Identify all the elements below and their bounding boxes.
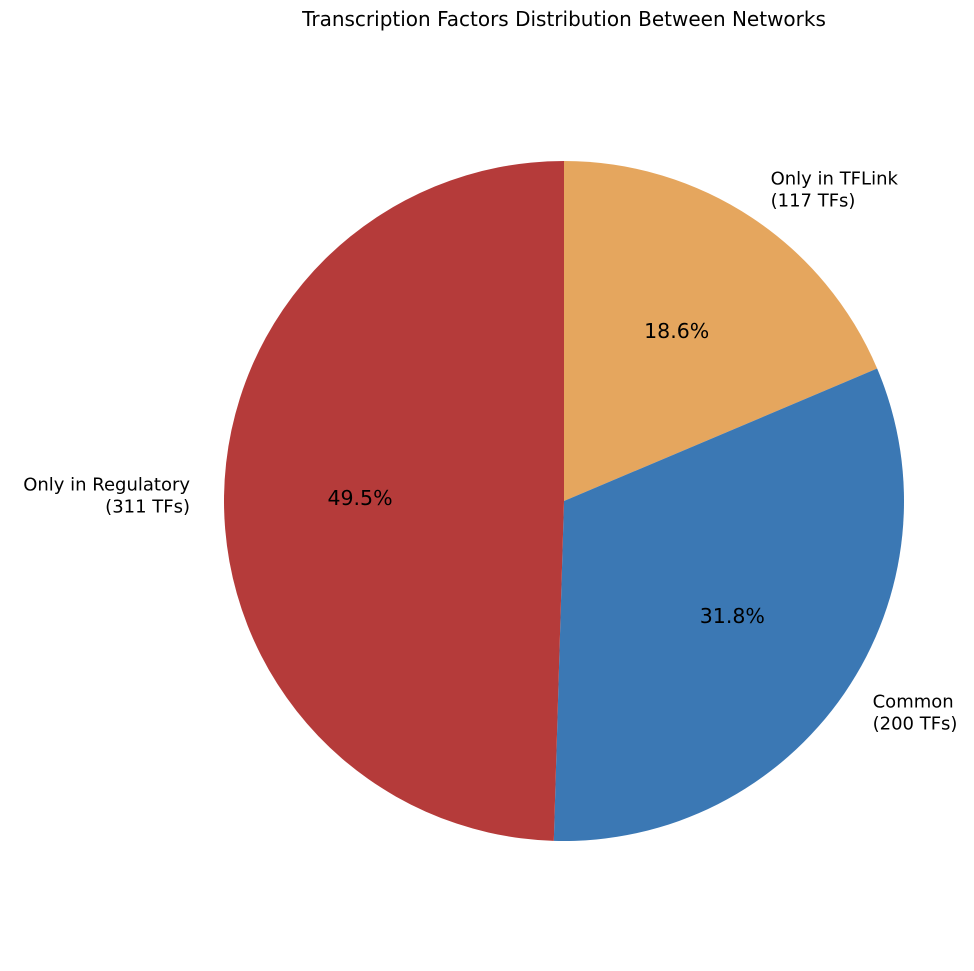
slice-percent-label: 49.5% <box>327 486 392 510</box>
pie-labels: 18.6% Only in TFLink (117 TFs) 31.8% Common(… <box>23 168 957 734</box>
chart-title: Transcription Factors Distribution Betwe… <box>301 7 826 31</box>
pie-slice <box>553 368 904 841</box>
slice-category-label: Only in Regulatory (311 TFs) <box>23 474 190 517</box>
pie-slices <box>224 161 904 841</box>
slice-percent-label: 18.6% <box>644 319 709 343</box>
pie-slice <box>564 161 878 501</box>
slice-category-label: Common (200 TFs) <box>873 691 958 734</box>
pie-slice <box>224 161 564 841</box>
slice-category-label: Only in TFLink (117 TFs) <box>771 168 899 211</box>
slice-percent-label: 31.8% <box>700 604 765 628</box>
